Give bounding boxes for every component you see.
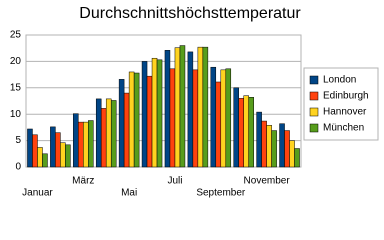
y-tick-label: 0	[15, 162, 21, 173]
bar	[271, 130, 277, 168]
bar	[294, 148, 300, 168]
y-tick-label: 5	[15, 135, 21, 146]
y-tick-label: 10	[10, 109, 22, 120]
legend-swatch	[309, 91, 319, 101]
y-tick-label: 15	[10, 82, 22, 93]
bar	[78, 121, 84, 168]
bar	[42, 153, 48, 168]
bar	[225, 68, 232, 168]
legend-swatch	[309, 75, 319, 85]
chart: Durchschnittshöchsttemperatur 0 5 10 15 20 25…	[10, 5, 379, 199]
bar	[169, 68, 176, 168]
legend-label: München	[323, 123, 364, 134]
bar	[164, 50, 171, 168]
bar	[118, 79, 125, 168]
bar	[202, 46, 209, 168]
bar	[215, 81, 222, 168]
bar	[73, 113, 79, 168]
bar	[238, 98, 244, 168]
bar	[105, 98, 112, 168]
bar	[110, 100, 117, 168]
y-tick-label: 25	[10, 30, 22, 41]
x-tick-label: September	[196, 188, 246, 199]
chart-title: Durchschnittshöchsttemperatur	[79, 5, 301, 22]
bar	[266, 125, 272, 168]
bar	[141, 61, 148, 168]
bar	[248, 97, 254, 168]
bar	[95, 98, 102, 168]
bar	[256, 111, 262, 168]
bar	[55, 132, 61, 168]
bar	[100, 108, 107, 168]
bar	[60, 142, 66, 168]
x-tick-label: Juli	[167, 176, 182, 187]
bar	[174, 47, 181, 168]
plot-border	[25, 34, 302, 168]
bar	[289, 140, 295, 168]
bar	[27, 128, 33, 168]
legend-box	[303, 67, 379, 141]
bar	[187, 51, 194, 168]
page: {"chart_data": {"type": "bar", "title": …	[9, 5, 379, 199]
bar	[37, 147, 43, 168]
bar	[151, 57, 158, 168]
x-tick-label: März	[72, 176, 94, 187]
bar	[65, 144, 71, 168]
bar	[146, 75, 153, 168]
bar	[243, 95, 249, 168]
bar	[197, 46, 204, 168]
legend-swatch	[309, 123, 319, 133]
bar	[123, 92, 130, 168]
x-tick-label: November	[244, 176, 291, 187]
bar	[133, 72, 140, 168]
y-tick-label: 20	[10, 56, 22, 67]
bar	[83, 121, 89, 168]
x-tick-label: Mai	[121, 188, 137, 199]
bar	[50, 126, 56, 168]
bar	[284, 130, 290, 168]
bar	[233, 87, 239, 168]
legend-swatch	[309, 107, 319, 117]
bar	[156, 59, 163, 168]
bar	[88, 120, 94, 168]
bar	[192, 69, 199, 168]
bar	[128, 71, 135, 168]
legend-label: Edinburgh	[323, 91, 369, 102]
bar	[220, 69, 227, 168]
legend-label: Hannover	[323, 107, 367, 118]
bar	[32, 134, 38, 168]
x-tick-label: Januar	[22, 188, 53, 199]
bar	[279, 123, 285, 168]
legend-label: London	[323, 75, 356, 86]
bar	[261, 120, 267, 168]
bar	[179, 45, 186, 168]
bar	[210, 66, 217, 168]
